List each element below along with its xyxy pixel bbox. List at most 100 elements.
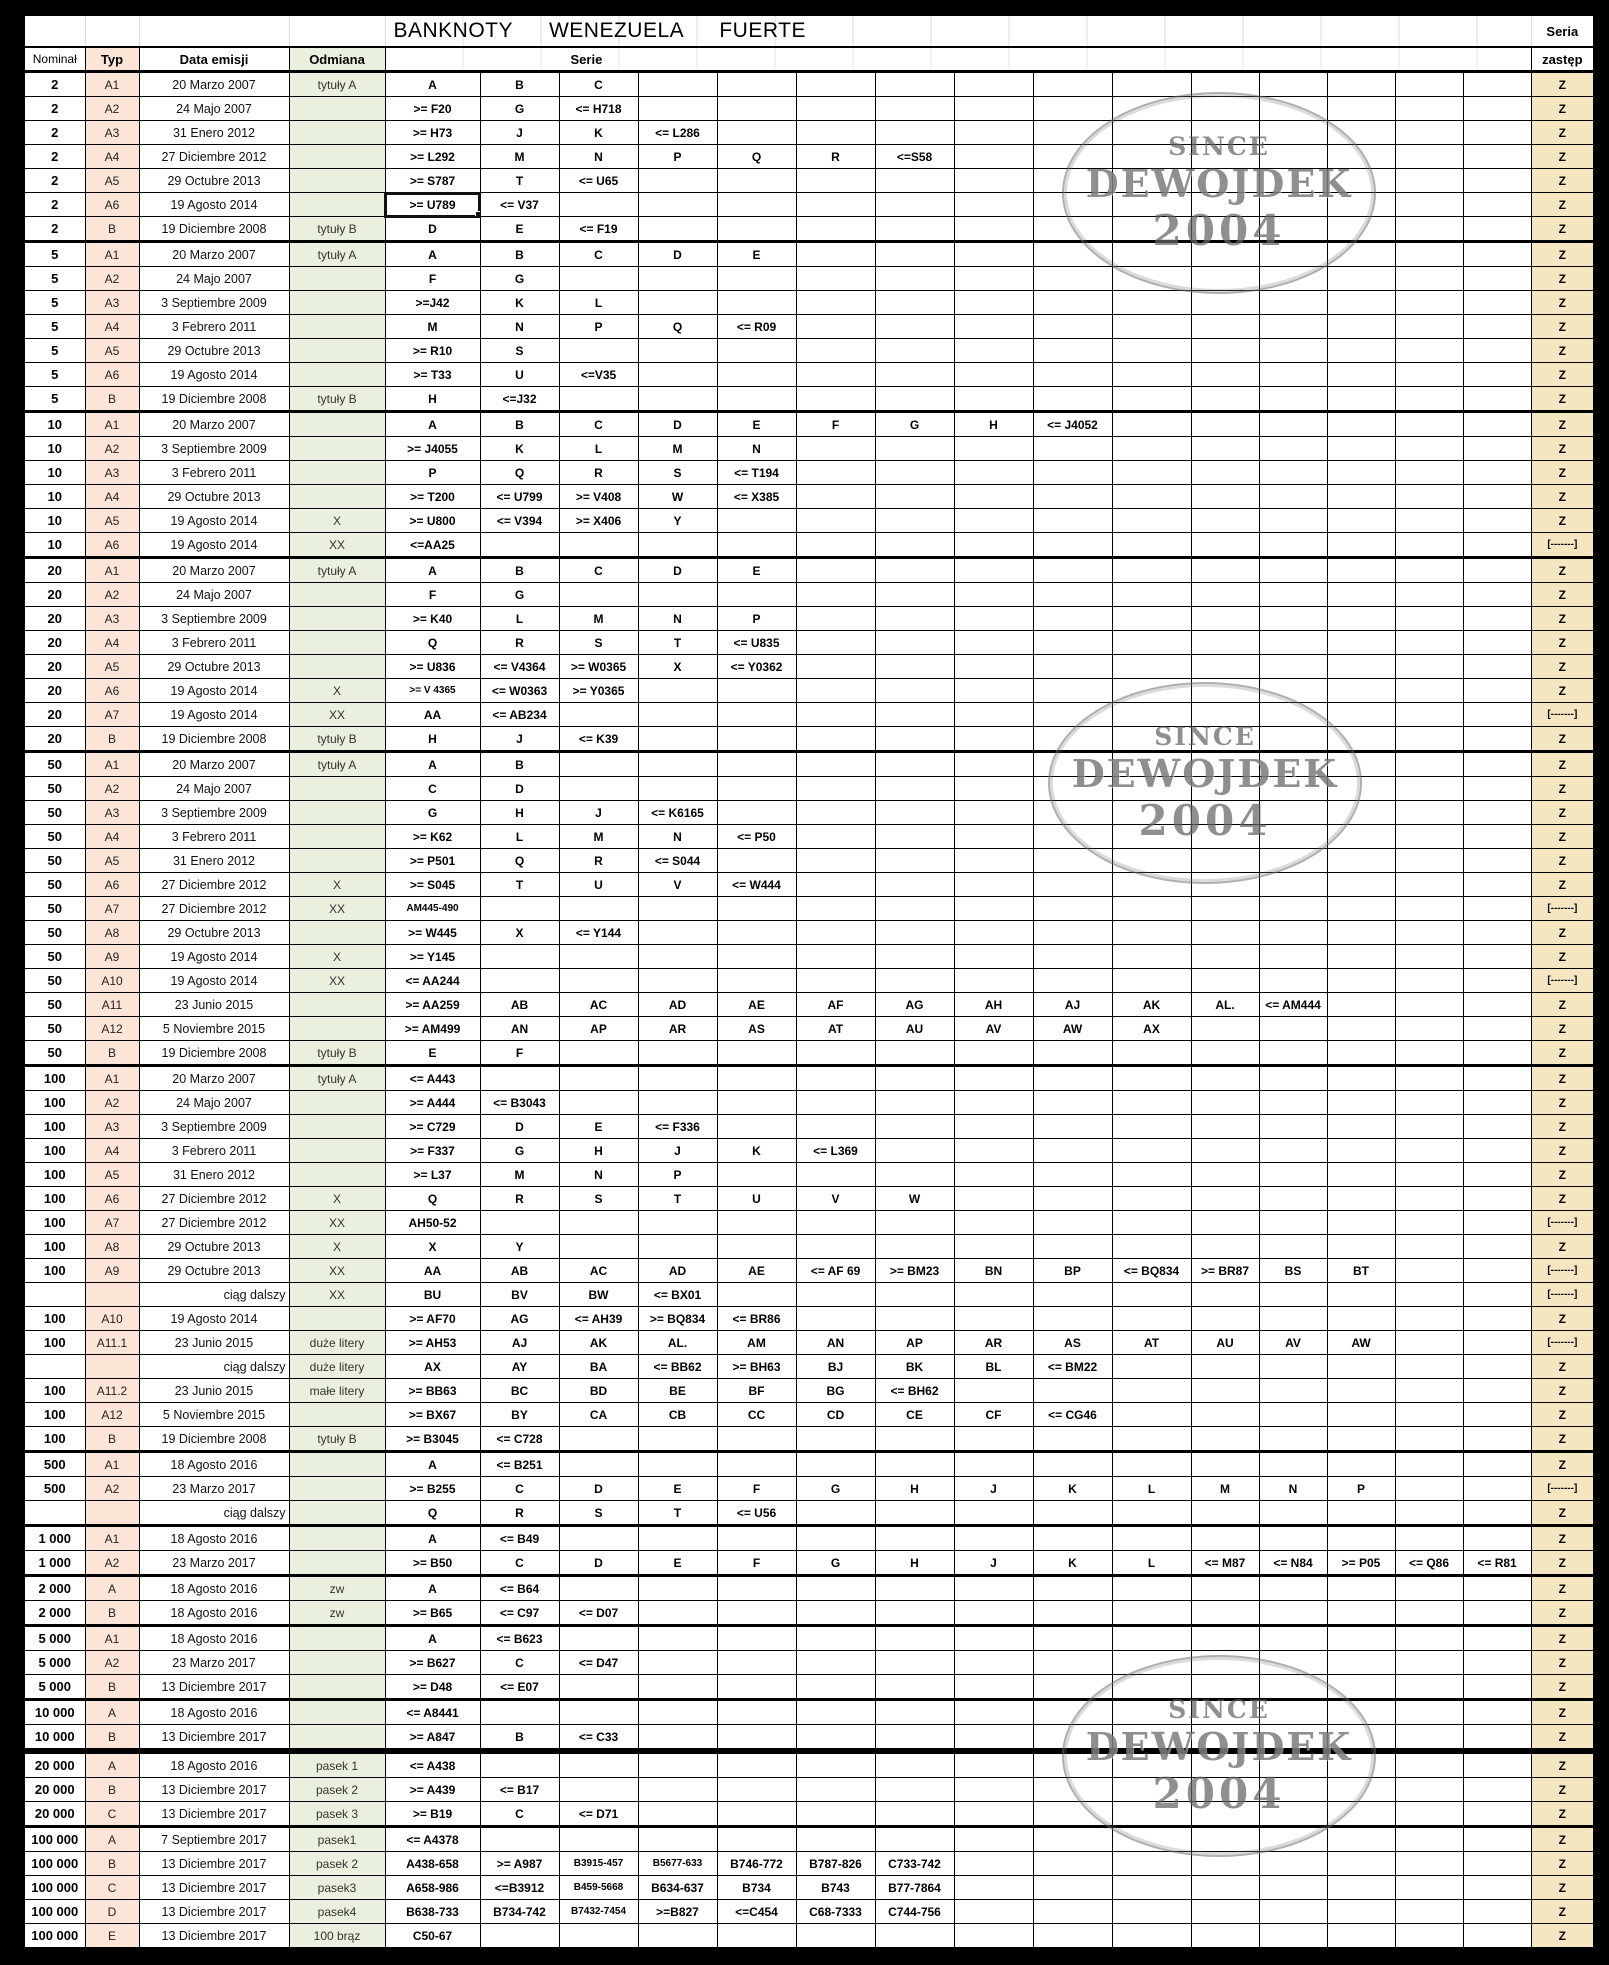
odmiana-cell[interactable] bbox=[288, 800, 386, 825]
empty-serie-cell[interactable] bbox=[953, 920, 1034, 945]
serie-cell[interactable]: BF bbox=[716, 1378, 797, 1403]
empty-serie-cell[interactable] bbox=[1326, 532, 1396, 558]
empty-serie-cell[interactable] bbox=[795, 1450, 876, 1477]
empty-serie-cell[interactable] bbox=[1258, 120, 1328, 145]
empty-serie-cell[interactable] bbox=[1326, 1114, 1396, 1139]
empty-serie-cell[interactable] bbox=[953, 848, 1034, 873]
serie-cell[interactable]: >= R10 bbox=[384, 338, 481, 363]
empty-serie-cell[interactable] bbox=[1326, 1801, 1396, 1827]
empty-serie-cell[interactable] bbox=[953, 726, 1034, 752]
zastep-cell[interactable]: Z bbox=[1530, 314, 1595, 339]
empty-serie-cell[interactable] bbox=[637, 1090, 718, 1115]
nominal-cell[interactable]: 2 bbox=[23, 120, 86, 145]
typ-cell[interactable] bbox=[84, 1354, 140, 1379]
serie-cell[interactable]: G bbox=[795, 1476, 876, 1501]
empty-serie-cell[interactable] bbox=[637, 896, 718, 921]
empty-serie-cell[interactable] bbox=[1190, 1040, 1260, 1066]
odmiana-cell[interactable]: zw bbox=[288, 1600, 386, 1626]
empty-serie-cell[interactable] bbox=[1462, 120, 1532, 145]
empty-serie-cell[interactable] bbox=[1394, 1114, 1464, 1139]
empty-serie-cell[interactable] bbox=[1462, 1923, 1532, 1949]
serie-cell[interactable]: >= AF70 bbox=[384, 1306, 481, 1331]
empty-serie-cell[interactable] bbox=[1111, 1210, 1192, 1235]
nominal-cell[interactable]: 50 bbox=[23, 944, 86, 969]
serie-cell[interactable]: AM bbox=[716, 1330, 797, 1355]
serie-cell[interactable]: >= C729 bbox=[384, 1114, 481, 1139]
zastep-cell[interactable]: Z bbox=[1530, 362, 1595, 387]
zastep-cell[interactable]: Z bbox=[1530, 606, 1595, 631]
serie-cell[interactable]: >= BM23 bbox=[874, 1258, 955, 1283]
date-cell[interactable]: 24 Majo 2007 bbox=[138, 1090, 290, 1115]
nominal-cell[interactable]: 50 bbox=[23, 848, 86, 873]
empty-serie-cell[interactable] bbox=[1032, 968, 1113, 993]
empty-serie-cell[interactable] bbox=[1462, 1476, 1532, 1501]
empty-serie-cell[interactable] bbox=[1190, 1624, 1260, 1651]
zastep-cell[interactable]: Z bbox=[1530, 1600, 1595, 1626]
serie-cell[interactable]: E bbox=[716, 240, 797, 267]
empty-serie-cell[interactable] bbox=[1111, 532, 1192, 558]
zastep-cell[interactable]: Z bbox=[1530, 1825, 1595, 1852]
date-cell[interactable]: 3 Febrero 2011 bbox=[138, 630, 290, 655]
date-cell[interactable]: 29 Octubre 2013 bbox=[138, 338, 290, 363]
serie-cell[interactable]: AX bbox=[1111, 1016, 1192, 1041]
empty-serie-cell[interactable] bbox=[1111, 1875, 1192, 1900]
serie-cell[interactable]: M bbox=[558, 606, 639, 631]
serie-cell[interactable]: AS bbox=[716, 1016, 797, 1041]
empty-serie-cell[interactable] bbox=[1111, 630, 1192, 655]
empty-serie-cell[interactable] bbox=[1111, 484, 1192, 509]
empty-serie-cell[interactable] bbox=[1032, 776, 1113, 801]
empty-serie-cell[interactable] bbox=[1462, 1402, 1532, 1427]
empty-serie-cell[interactable] bbox=[953, 702, 1034, 727]
empty-serie-cell[interactable] bbox=[716, 750, 797, 777]
empty-serie-cell[interactable] bbox=[1032, 702, 1113, 727]
serie-cell[interactable]: AE bbox=[716, 1258, 797, 1283]
serie-cell[interactable]: <=S58 bbox=[874, 144, 955, 169]
empty-serie-cell[interactable] bbox=[1462, 1674, 1532, 1700]
zastep-cell[interactable]: Z bbox=[1530, 1724, 1595, 1752]
nominal-cell[interactable]: 100 bbox=[23, 1090, 86, 1115]
serie-cell[interactable]: >= B627 bbox=[384, 1650, 481, 1675]
empty-serie-cell[interactable] bbox=[1394, 1402, 1464, 1427]
empty-serie-cell[interactable] bbox=[1326, 1426, 1396, 1452]
empty-serie-cell[interactable] bbox=[1326, 654, 1396, 679]
empty-serie-cell[interactable] bbox=[716, 266, 797, 291]
odmiana-cell[interactable] bbox=[288, 410, 386, 437]
nominal-cell[interactable]: 5 bbox=[23, 362, 86, 387]
empty-serie-cell[interactable] bbox=[637, 776, 718, 801]
serie-cell[interactable]: >= P501 bbox=[384, 848, 481, 873]
odmiana-cell[interactable] bbox=[288, 920, 386, 945]
serie-cell[interactable]: <=J32 bbox=[479, 386, 560, 412]
empty-serie-cell[interactable] bbox=[953, 556, 1034, 583]
empty-serie-cell[interactable] bbox=[558, 1825, 639, 1852]
zastep-cell[interactable]: Z bbox=[1530, 240, 1595, 267]
empty-serie-cell[interactable] bbox=[1462, 606, 1532, 631]
empty-serie-cell[interactable] bbox=[1326, 144, 1396, 169]
empty-serie-cell[interactable] bbox=[1326, 848, 1396, 873]
empty-serie-cell[interactable] bbox=[953, 1426, 1034, 1452]
empty-serie-cell[interactable] bbox=[1111, 1923, 1192, 1949]
empty-serie-cell[interactable] bbox=[1190, 1378, 1260, 1403]
empty-serie-cell[interactable] bbox=[1394, 1524, 1464, 1551]
serie-cell[interactable]: AX bbox=[384, 1354, 481, 1379]
zastep-cell[interactable]: Z bbox=[1530, 726, 1595, 752]
date-cell[interactable]: 27 Diciembre 2012 bbox=[138, 872, 290, 897]
serie-cell[interactable]: >= L37 bbox=[384, 1162, 481, 1187]
empty-serie-cell[interactable] bbox=[1111, 848, 1192, 873]
serie-cell[interactable]: <= E07 bbox=[479, 1674, 560, 1700]
empty-serie-cell[interactable] bbox=[1394, 1450, 1464, 1477]
col-header-odmiana[interactable]: Odmiana bbox=[288, 46, 386, 73]
empty-serie-cell[interactable] bbox=[1032, 1899, 1113, 1924]
empty-serie-cell[interactable] bbox=[1111, 362, 1192, 387]
zastep-cell[interactable]: Z bbox=[1530, 96, 1595, 121]
serie-cell[interactable]: <= T194 bbox=[716, 460, 797, 485]
empty-serie-cell[interactable] bbox=[1190, 678, 1260, 703]
empty-serie-cell[interactable] bbox=[1111, 944, 1192, 969]
typ-cell[interactable]: A2 bbox=[84, 1090, 140, 1115]
empty-serie-cell[interactable] bbox=[1462, 1851, 1532, 1876]
empty-serie-cell[interactable] bbox=[953, 1825, 1034, 1852]
empty-serie-cell[interactable] bbox=[1462, 1378, 1532, 1403]
empty-serie-cell[interactable] bbox=[1111, 70, 1192, 97]
empty-serie-cell[interactable] bbox=[1190, 1402, 1260, 1427]
odmiana-cell[interactable] bbox=[288, 992, 386, 1017]
empty-serie-cell[interactable] bbox=[1326, 1354, 1396, 1379]
